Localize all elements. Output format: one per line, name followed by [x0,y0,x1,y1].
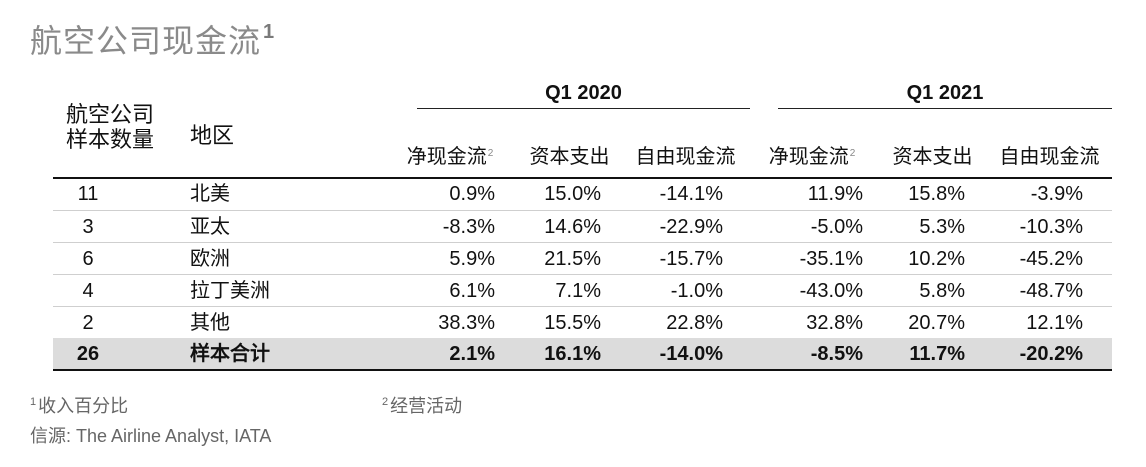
cell-value: 14.6% [544,216,601,238]
period-rule-2021 [778,108,1112,109]
cell-value: 22.8% [666,312,723,334]
footnote-2: 2 经营活动 [382,396,463,416]
cell-value: -48.7% [1019,280,1083,302]
cell-region: 拉丁美洲 [190,280,270,302]
column-header: 净现金流2 [406,146,494,168]
cell-value: 7.1% [555,280,601,302]
cell-value: 38.3% [438,312,495,334]
column-header: 资本支出 [892,146,973,168]
cell-value: 2.1% [449,343,495,365]
column-header: 净现金流2 [768,146,856,168]
cell-value: -45.2% [1019,248,1083,270]
cell-value: -3.9% [1030,183,1083,205]
table-top-rule [53,177,1112,179]
header-region: 地区 [190,123,235,148]
cell-value: -14.1% [659,183,723,205]
cell-value: -1.0% [670,280,723,302]
cell-value: -8.5% [810,343,863,365]
cell-sample-count: 4 [82,280,94,302]
cell-value: 10.2% [908,248,965,270]
cell-value: -8.3% [442,216,495,238]
table-row: 11 北美 0.9% 15.0% -14.1% 11.9% 15.8% -3.9% [53,178,1112,210]
table-row: 3 亚太 -8.3% 14.6% -22.9% -5.0% 5.3% -10.3% [53,210,1112,243]
page-title: 航空公司现金流 1 [30,21,276,59]
cell-value: 20.7% [908,312,965,334]
cell-value: 11.7% [909,343,965,365]
table-row: 2 其他 38.3% 15.5% 22.8% 32.8% 20.7% 12.1% [53,306,1112,339]
column-header: 自由现金流 [635,146,736,168]
cell-value: 15.5% [544,312,601,334]
cell-value: 16.1% [544,343,601,365]
cell-value: -10.3% [1019,216,1083,238]
header-sample-count: 航空公司 样本数量 [65,102,154,152]
source-note: 信源: The Airline Analyst, IATA [30,426,272,446]
cell-value: 15.8% [908,183,965,205]
cell-sample-count: 11 [77,183,99,205]
cell-value: 6.1% [449,280,495,302]
cell-sample-count: 3 [82,216,94,238]
table-row: 4 拉丁美洲 6.1% 7.1% -1.0% -43.0% 5.8% -48.7% [53,274,1112,307]
column-header: 资本支出 [529,146,610,168]
cell-value: -15.7% [659,248,723,270]
cell-region: 样本合计 [190,343,270,365]
cell-region: 亚太 [190,216,230,238]
cell-region: 欧洲 [190,248,230,270]
table-row: 6 欧洲 5.9% 21.5% -15.7% -35.1% 10.2% -45.2% [53,242,1112,275]
table-bottom-rule [53,369,1112,371]
cell-value: 21.5% [544,248,601,270]
cell-sample-count: 6 [82,248,94,270]
cell-value: 5.3% [919,216,965,238]
cell-value: 11.9% [807,183,863,205]
cell-value: 12.1% [1026,312,1083,334]
cell-region: 北美 [190,183,230,205]
cell-value: -14.0% [659,343,723,365]
cell-value: -43.0% [799,280,863,302]
cell-region: 其他 [190,312,230,334]
cell-value: 0.9% [449,183,495,205]
period-label-2020: Q1 2020 [545,82,622,104]
cell-value: 5.9% [449,248,495,270]
cell-sample-count: 2 [82,312,94,334]
cell-sample-count: 26 [76,343,100,365]
cell-value: -5.0% [810,216,863,238]
cell-value: -22.9% [659,216,723,238]
cell-value: 15.0% [544,183,601,205]
cell-value: 32.8% [806,312,863,334]
column-header: 自由现金流 [999,146,1100,168]
table-total-row: 26 样本合计 2.1% 16.1% -14.0% -8.5% 11.7% -20.2% [53,338,1112,370]
cell-value: -35.1% [799,248,863,270]
period-label-2021: Q1 2021 [906,82,984,104]
cell-value: 5.8% [919,280,965,302]
period-rule-2020 [417,108,750,109]
footnote-1: 1 收入百分比 [30,396,129,416]
cell-value: -20.2% [1019,343,1083,365]
